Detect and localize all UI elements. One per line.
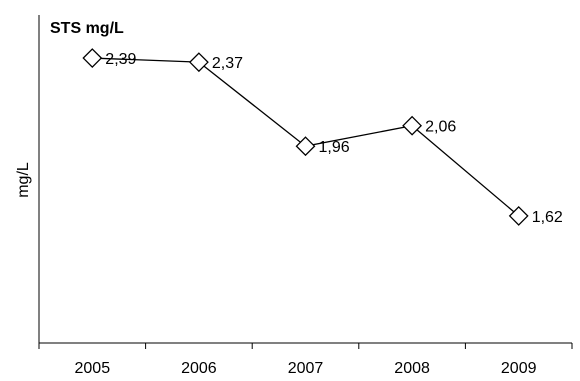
data-point-marker	[402, 115, 423, 136]
data-label: 1,96	[319, 139, 350, 156]
x-tick-label: 2008	[394, 360, 430, 377]
data-point-marker	[82, 48, 103, 68]
chart-axes: 2005 2006 2007 2008 2009	[38, 15, 573, 377]
x-tick-label: 2006	[181, 360, 217, 377]
data-label: 2,37	[212, 55, 243, 72]
data-point-marker	[188, 52, 209, 73]
x-tick-label: 2007	[288, 360, 324, 377]
chart-series	[82, 48, 529, 226]
chart-title: STS mg/L	[50, 20, 124, 37]
y-axis-label: mg/L	[15, 162, 32, 198]
x-tick-label: 2005	[75, 360, 111, 377]
data-label: 2,39	[105, 51, 136, 68]
data-label: 2,06	[425, 119, 456, 136]
chart-labels: 2,39 2,37 1,96 2,06 1,62	[105, 51, 563, 226]
x-tick-label: 2009	[501, 360, 537, 377]
data-point-marker	[508, 205, 529, 226]
data-label: 1,62	[532, 209, 563, 226]
data-point-marker	[295, 136, 316, 157]
